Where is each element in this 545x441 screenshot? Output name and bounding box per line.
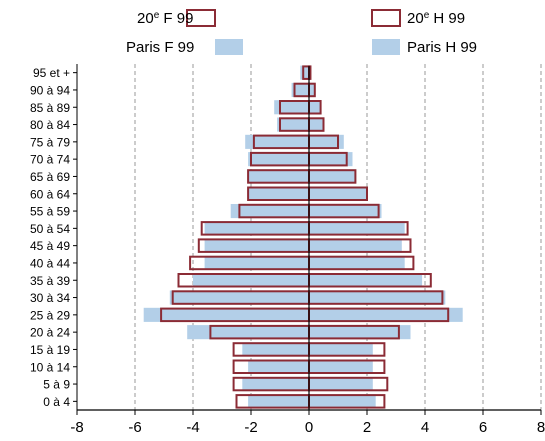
y-tick-label: 40 à 44 [30,256,70,270]
y-tick-label: 70 à 74 [30,153,70,167]
y-tick-label: 0 à 4 [43,395,70,409]
y-tick-label: 15 à 19 [30,343,70,357]
paris-m-bar [309,255,405,270]
paris-f-bar [204,221,309,236]
paris-f-bar [245,134,309,149]
y-tick-label: 45 à 49 [30,239,70,253]
paris-m-bar [309,325,411,340]
y-tick-labels: 0 à 4 5 à 9 10 à 14 15 à 19 20 à 24 25 à 29 30… [30,66,70,409]
legend-label: Paris H 99 [407,39,477,56]
y-tick-label: 80 à 84 [30,118,70,132]
paris-m-bar [309,100,321,115]
x-tick-labels: -8 -6 -4 -2 0 2 4 6 8 [70,419,545,436]
x-tick-label: -2 [244,419,257,436]
paris-f-bar [248,186,309,201]
legend-item-paris-f: Paris F 99 [126,39,243,56]
paris-m-bar [309,238,402,253]
paris-f-bar [248,169,309,184]
paris-m-bar [309,359,373,374]
y-tick-label: 95 et + [33,66,70,80]
paris-m-bar [309,221,405,236]
paris-m-bar [309,342,373,357]
paris-m-bar [309,169,356,184]
x-tick-label: 0 [305,419,313,436]
y-tick-label: 85 à 89 [30,101,70,115]
paris-f-bar [242,342,309,357]
legend-label: Paris F 99 [126,39,194,56]
paris-f-bar [143,307,309,322]
legend-item-arr-f: 20e F 99 [137,9,216,28]
y-tick-label: 60 à 64 [30,187,70,201]
legend-item-paris-m: Paris H 99 [372,39,477,56]
paris-f-bar [248,394,309,409]
legend: 20e F 99 20e H 99 Paris F 99 Paris H 99 [126,9,477,56]
paris-f-bar [300,65,309,80]
legend-swatch [186,9,216,27]
paris-m-bar [309,204,382,219]
paris-m-bar [309,307,463,322]
y-tick-label: 30 à 34 [30,291,70,305]
paris-m-bar [309,82,315,97]
legend-label: 20e F 99 [137,10,193,28]
y-tick-label: 65 à 69 [30,170,70,184]
y-tick-label: 25 à 29 [30,308,70,322]
legend-swatch [372,39,400,55]
paris-m-bar [309,134,344,149]
y-tick-label: 50 à 54 [30,222,70,236]
paris-f-bar [242,377,309,392]
x-tick-label: -6 [128,419,141,436]
paris-f-bar [248,359,309,374]
paris-bars [143,65,463,409]
y-tick-label: 90 à 94 [30,83,70,97]
paris-m-bar [309,152,353,167]
paris-f-bar [277,117,309,132]
legend-item-arr-m: 20e H 99 [371,9,465,28]
y-tick-label: 35 à 39 [30,274,70,288]
x-tick-label: -8 [70,419,83,436]
x-tick-label: 4 [421,419,429,436]
paris-f-bar [169,290,309,305]
legend-swatch [371,9,401,27]
legend-label: 20e H 99 [407,10,465,28]
paris-f-bar [274,100,309,115]
paris-f-bar [204,238,309,253]
paris-f-bar [291,82,309,97]
x-tick-label: -4 [186,419,199,436]
y-tick-label: 55 à 59 [30,205,70,219]
y-tick-label: 5 à 9 [43,378,70,392]
y-tick-label: 10 à 14 [30,360,70,374]
x-tick-label: 8 [537,419,545,436]
paris-m-bar [309,377,373,392]
paris-m-bar [309,117,324,132]
legend-swatch [215,39,243,55]
x-tick-label: 2 [363,419,371,436]
paris-m-bar [309,186,367,201]
paris-f-bar [187,325,309,340]
paris-f-bar [230,204,309,219]
axes [73,64,542,415]
paris-m-bar [309,394,376,409]
y-tick-label: 20 à 24 [30,326,70,340]
paris-f-bar [204,255,309,270]
paris-m-bar [309,290,446,305]
arrondissement-bars [160,65,450,409]
paris-m-bar [309,273,423,288]
y-tick-label: 75 à 79 [30,135,70,149]
x-tick-label: 6 [479,419,487,436]
paris-f-bar [248,152,309,167]
paris-f-bar [193,273,309,288]
